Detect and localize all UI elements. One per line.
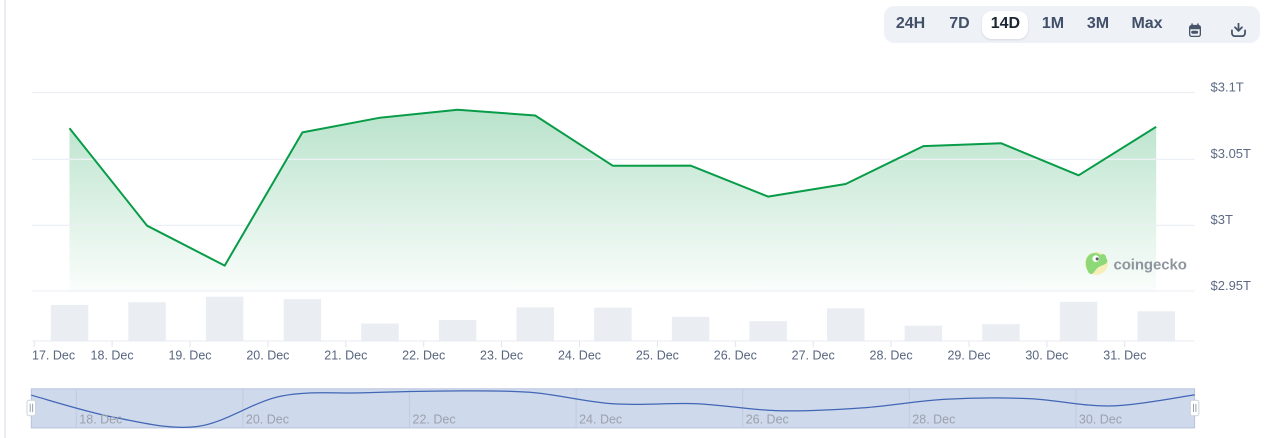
svg-text:22. Dec: 22. Dec	[413, 412, 456, 426]
svg-text:29. Dec: 29. Dec	[947, 348, 990, 362]
svg-text:23. Dec: 23. Dec	[480, 348, 523, 362]
svg-text:31. Dec: 31. Dec	[1103, 348, 1146, 362]
svg-text:18. Dec: 18. Dec	[91, 348, 134, 362]
svg-text:26. Dec: 26. Dec	[746, 412, 789, 426]
svg-text:30. Dec: 30. Dec	[1079, 412, 1122, 426]
svg-text:$2.95T: $2.95T	[1211, 278, 1252, 293]
svg-text:coingecko: coingecko	[1114, 257, 1187, 274]
svg-text:26. Dec: 26. Dec	[714, 348, 757, 362]
svg-text:28. Dec: 28. Dec	[870, 348, 913, 362]
svg-text:17. Dec: 17. Dec	[32, 348, 75, 362]
svg-text:22. Dec: 22. Dec	[402, 348, 445, 362]
svg-text:27. Dec: 27. Dec	[792, 348, 835, 362]
svg-text:28. Dec: 28. Dec	[912, 412, 955, 426]
svg-text:25. Dec: 25. Dec	[636, 348, 679, 362]
svg-text:30. Dec: 30. Dec	[1025, 348, 1068, 362]
svg-text:$3T: $3T	[1211, 212, 1233, 227]
svg-text:$3.1T: $3.1T	[1211, 79, 1244, 94]
svg-text:24. Dec: 24. Dec	[558, 348, 601, 362]
svg-text:19. Dec: 19. Dec	[168, 348, 211, 362]
svg-text:21. Dec: 21. Dec	[324, 348, 367, 362]
svg-text:20. Dec: 20. Dec	[246, 348, 289, 362]
svg-text:24. Dec: 24. Dec	[579, 412, 622, 426]
svg-text:20. Dec: 20. Dec	[246, 412, 289, 426]
svg-text:$3.05T: $3.05T	[1211, 146, 1252, 161]
svg-text:18. Dec: 18. Dec	[79, 412, 122, 426]
